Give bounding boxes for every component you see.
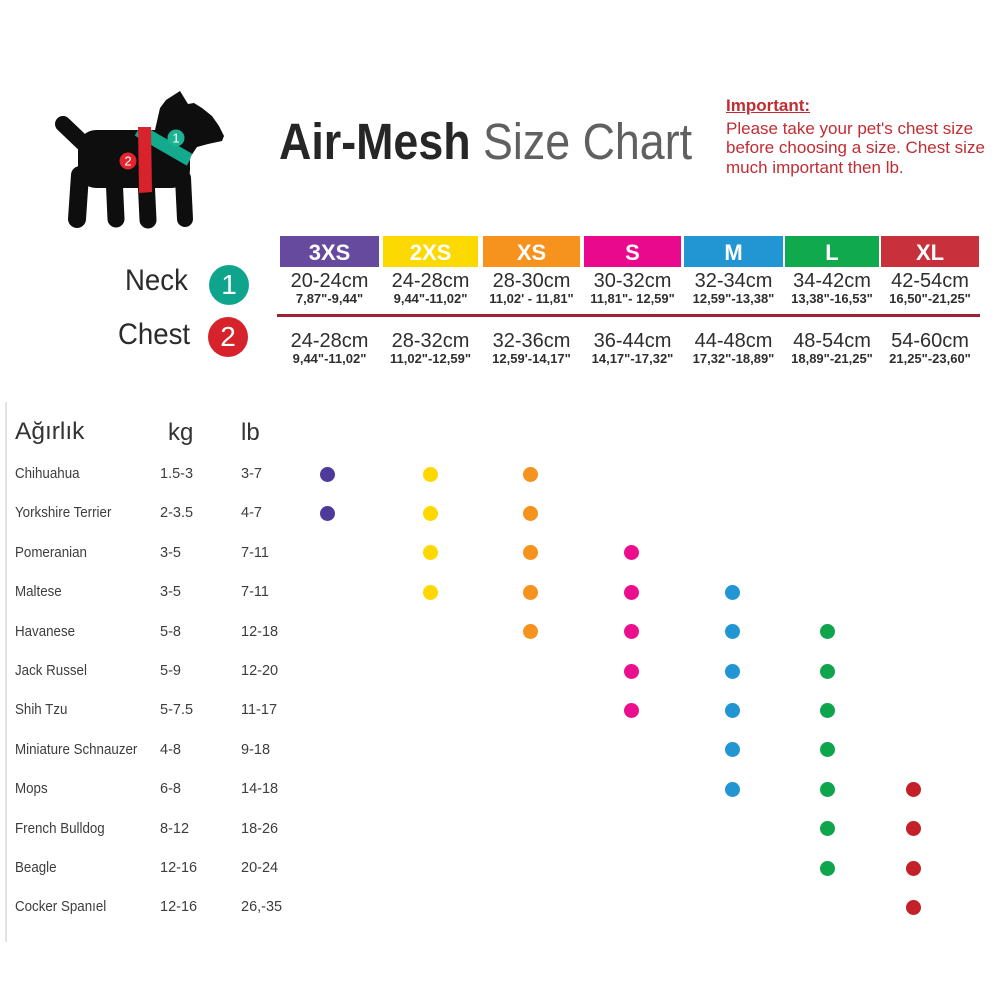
svg-text:1: 1 <box>172 131 179 146</box>
svg-text:2: 2 <box>124 154 131 169</box>
